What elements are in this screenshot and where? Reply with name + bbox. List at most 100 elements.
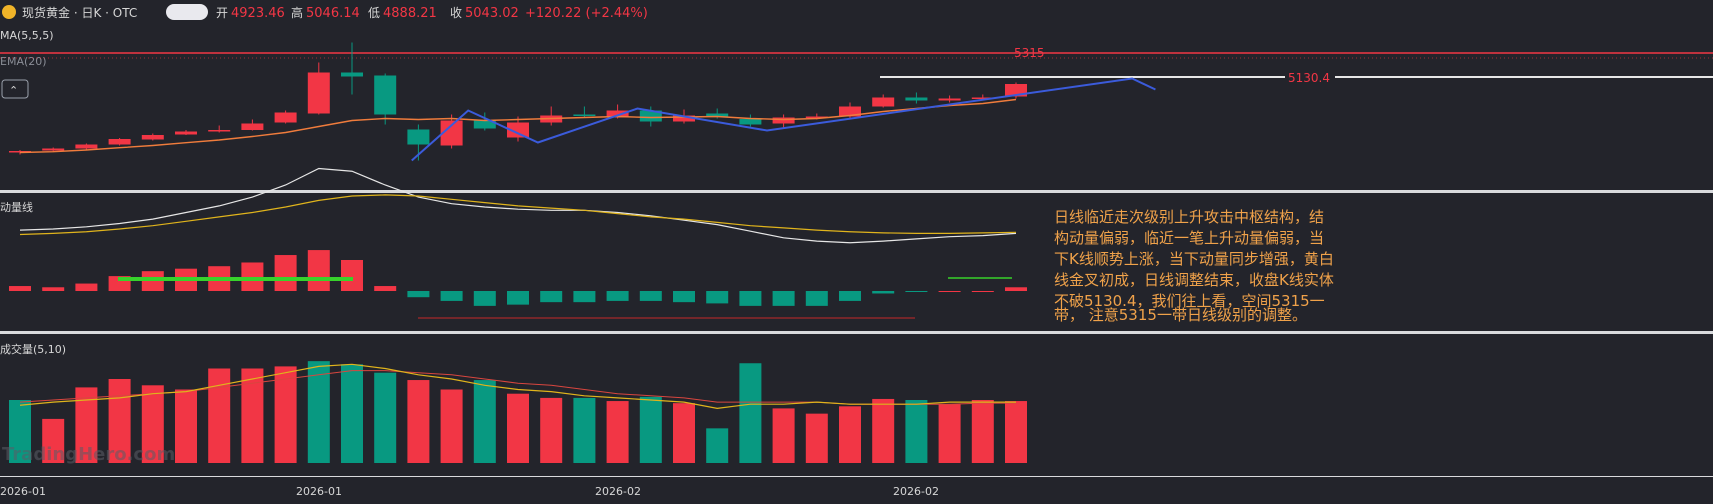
chevron-up-icon: ⌃: [9, 84, 18, 97]
volume-bar: [341, 364, 363, 463]
candle-body: [141, 135, 164, 140]
candle-body: [374, 75, 397, 115]
volume-bar: [905, 400, 928, 463]
level-label-51304: 5130.4: [1288, 71, 1330, 85]
momentum-bar: [141, 271, 164, 291]
annotation-line-5: 不破5130.4，我们往上看，空间5315一: [1054, 292, 1325, 310]
ma-label[interactable]: MA(5,5,5): [0, 29, 54, 42]
header: 现货黄金 · 日K · OTC 开 4923.46 高 5046.14 低 48…: [2, 4, 648, 21]
momentum-bar: [872, 291, 895, 294]
open-label: 开: [216, 6, 228, 20]
momentum-bar: [1005, 287, 1027, 291]
volume-bar: [540, 397, 563, 463]
candle-body: [307, 72, 330, 114]
candle-body: [208, 130, 231, 132]
x-tick-4: 2026-02: [893, 485, 939, 498]
momentum-bar: [341, 260, 363, 291]
volume-bar: [606, 401, 629, 463]
volume-bar: [274, 366, 297, 463]
high-value: 5046.14: [306, 6, 360, 21]
candle-body: [772, 117, 795, 124]
x-tick-3: 2026-02: [595, 485, 641, 498]
volume-bar: [108, 379, 131, 463]
momentum-bar: [507, 291, 529, 305]
volume-bar: [374, 372, 397, 463]
symbol-title[interactable]: 现货黄金 · 日K · OTC: [22, 5, 137, 20]
watermark: TradingHero.com: [2, 444, 175, 465]
volume-bar: [473, 380, 496, 463]
candle-body: [507, 122, 529, 138]
volume-bar: [673, 403, 695, 463]
momentum-panel: [9, 167, 1027, 306]
candle-body: [440, 120, 463, 146]
high-label: 高: [291, 5, 303, 20]
low-label: 低: [368, 6, 380, 20]
candle-body: [971, 97, 994, 99]
momentum-yellow-line: [19, 194, 1017, 236]
collapse-button[interactable]: [1, 79, 29, 99]
annotation-line-6: 带， 注意5315一带日线级别的调整。: [1054, 306, 1307, 324]
candle-body: [938, 98, 961, 101]
momentum-bar: [9, 286, 31, 291]
level-label-5315: 5315: [1014, 46, 1045, 60]
momentum-bar: [739, 291, 762, 306]
volume-bar: [175, 389, 197, 463]
volume-bar: [872, 398, 895, 463]
candle-body: [274, 112, 297, 123]
momentum-bar: [440, 291, 463, 301]
candle-body: [839, 106, 861, 117]
momentum-bar: [839, 291, 861, 301]
toggle-badge[interactable]: [166, 4, 208, 20]
momentum-bar: [639, 291, 662, 301]
ema-label[interactable]: EMA(20): [0, 55, 47, 68]
volume-bar: [75, 387, 98, 463]
candle-body: [706, 113, 729, 117]
momentum-bar: [938, 291, 961, 292]
annotation: 日线临近走次级别上升攻击中枢结构，结 构动量偏弱，临近一笔上升动量偏弱，当 下K…: [1054, 208, 1334, 324]
candle-body: [9, 151, 31, 153]
price-panel: [9, 42, 1156, 162]
momentum-bar: [307, 250, 330, 291]
volume-bar: [9, 400, 31, 463]
candle-body: [108, 139, 131, 145]
momentum-bar: [772, 291, 795, 306]
volume-bar: [407, 380, 430, 463]
candle-body: [639, 110, 662, 122]
volume-label[interactable]: 成交量(5,10): [0, 342, 66, 356]
volume-bar: [1005, 401, 1027, 463]
volume-bar: [639, 396, 662, 463]
annotation-line-4: 线金叉初成，日线调整结束，收盘K线实体: [1054, 271, 1334, 289]
momentum-bar: [407, 291, 430, 298]
candle-body: [407, 129, 430, 145]
close-label: 收: [450, 6, 462, 20]
momentum-bar: [42, 287, 65, 291]
volume-ma5-line: [19, 363, 1016, 410]
momentum-bar: [971, 291, 994, 292]
volume-bar: [208, 368, 231, 463]
momentum-bar: [706, 291, 729, 304]
volume-bar: [241, 368, 264, 463]
candle-body: [42, 148, 65, 151]
volume-bar: [141, 385, 164, 463]
momentum-bar: [606, 291, 629, 301]
volume-bar: [440, 389, 463, 463]
candle-body: [673, 115, 695, 122]
momentum-bar: [573, 291, 596, 303]
volume-panel: [9, 361, 1027, 463]
candle-body: [905, 97, 928, 101]
momentum-bar: [905, 291, 928, 292]
close-value: 5043.02: [465, 6, 519, 21]
momentum-bar: [75, 283, 98, 291]
volume-bar: [805, 413, 828, 463]
momentum-bar: [274, 255, 297, 291]
volume-bar: [938, 404, 961, 463]
gold-coin-icon: [2, 5, 16, 19]
candle-body: [805, 116, 828, 118]
candle-body: [75, 144, 98, 149]
annotation-line-3: 下K线顺势上涨，当下动量同步增强，黄白: [1054, 250, 1334, 268]
x-tick-1: 2026-01: [0, 485, 46, 498]
low-value: 4888.21: [383, 6, 437, 21]
momentum-label[interactable]: 动量线: [0, 200, 33, 214]
candle-body: [573, 114, 596, 116]
